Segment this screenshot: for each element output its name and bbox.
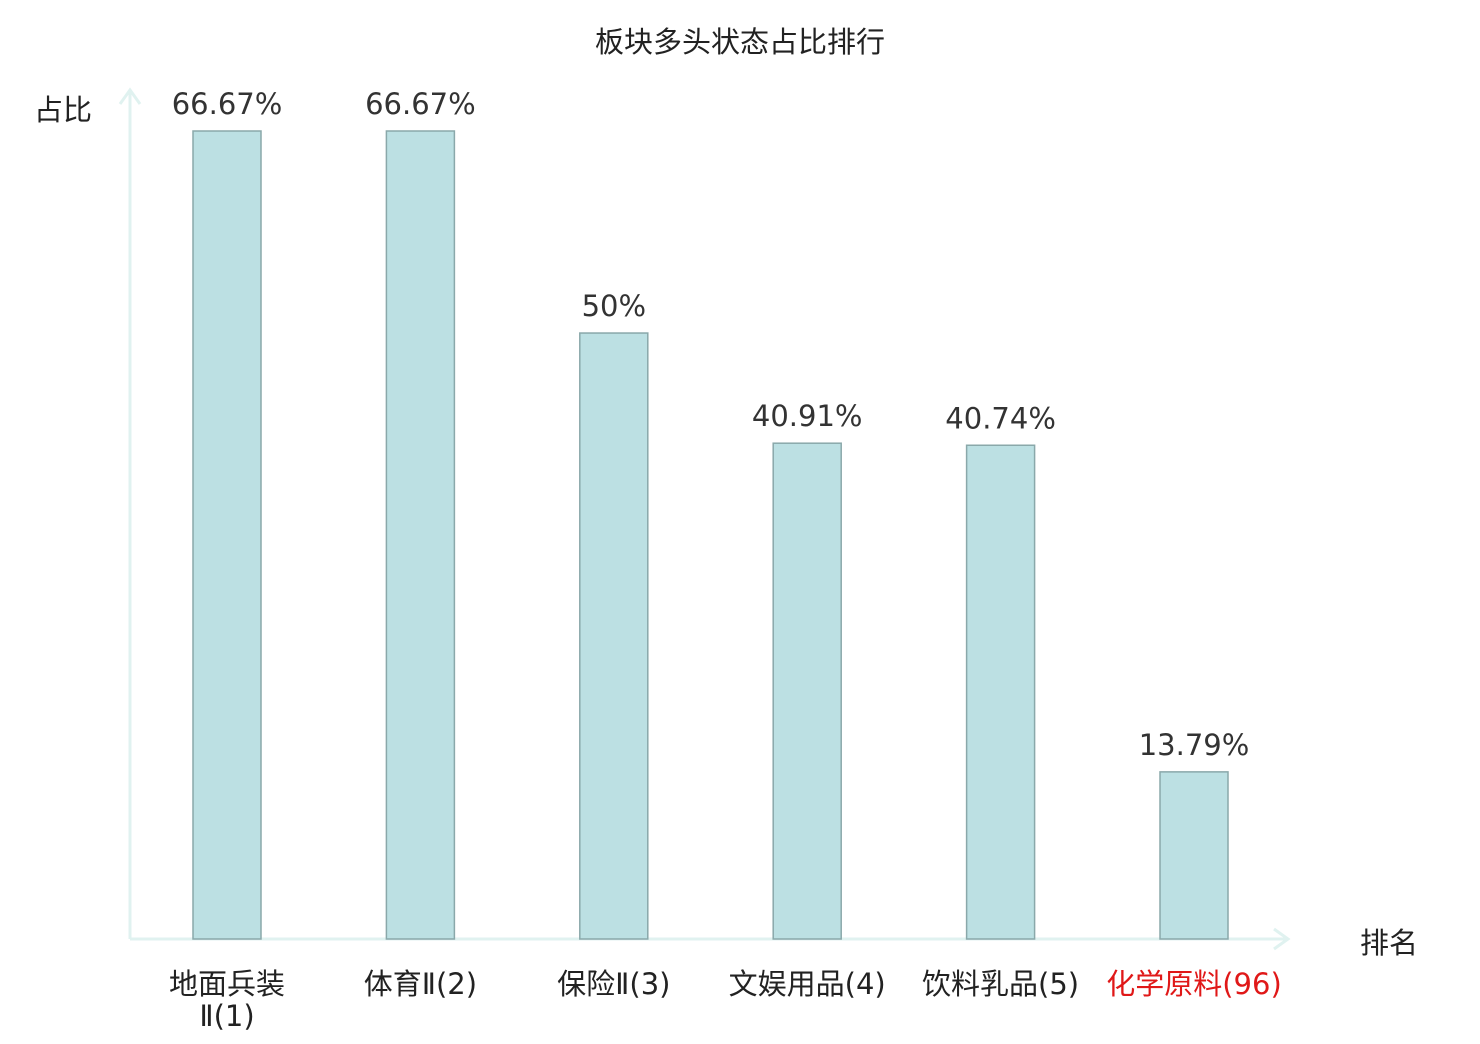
bar <box>772 442 842 940</box>
bar <box>579 332 649 940</box>
x-tick-label: 体育Ⅱ(2) <box>364 967 477 1001</box>
x-tick-label: 饮料乳品(5) <box>922 967 1079 1001</box>
y-axis-arrow-icon <box>118 87 142 105</box>
bar-value-label: 40.91% <box>752 399 863 433</box>
x-axis-arrow-icon <box>1273 927 1291 951</box>
x-tick-label: Ⅱ(1) <box>199 999 254 1033</box>
bar-value-label: 40.74% <box>945 401 1056 435</box>
x-tick-label: 保险Ⅱ(3) <box>557 967 670 1001</box>
x-axis-label: 排名 <box>1360 926 1418 960</box>
bars-group <box>192 130 1229 940</box>
bar-value-label: 66.67% <box>365 87 476 121</box>
axes <box>118 87 1291 951</box>
bar <box>1159 771 1229 940</box>
value-labels-group: 66.67% 66.67% 50% 40.91% 40.74% 13.79% <box>172 87 1250 762</box>
x-tick-label: 文娱用品(4) <box>729 967 886 1001</box>
bar <box>965 444 1036 940</box>
y-axis-label: 占比 <box>34 93 92 127</box>
x-tick-label: 化学原料(96) <box>1106 967 1282 1001</box>
bar-value-label: 50% <box>582 289 646 323</box>
bar-value-label: 13.79% <box>1139 728 1250 762</box>
chart-title: 板块多头状态占比排行 <box>595 25 885 59</box>
x-tick-label: 地面兵装 <box>169 967 285 1001</box>
bar-value-label: 66.67% <box>172 87 283 121</box>
bar <box>385 130 456 940</box>
bar <box>192 130 262 940</box>
